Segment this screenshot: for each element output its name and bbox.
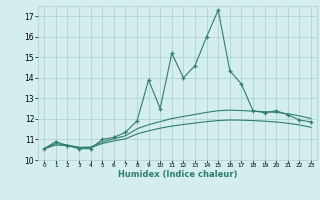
X-axis label: Humidex (Indice chaleur): Humidex (Indice chaleur) (118, 170, 237, 179)
